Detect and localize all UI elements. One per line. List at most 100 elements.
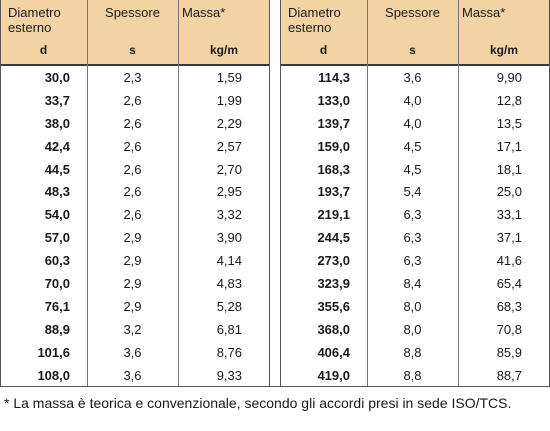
header-thickness: Spessore <box>385 5 440 20</box>
cell-diameter: 33,7 <box>44 92 70 108</box>
table-row: 139,7 4,0 13,5 <box>280 112 550 135</box>
table-header: Diametro esterno Spessore Massa* d s kg/… <box>280 0 550 64</box>
cell-diameter: 406,4 <box>317 344 350 360</box>
header-mass-unit: kg/m <box>209 43 238 57</box>
table-row: 133,0 4,0 12,8 <box>280 89 550 112</box>
cell-diameter: 159,0 <box>317 138 350 154</box>
cell-mass: 8,76 <box>216 344 242 360</box>
header-diameter-line2: esterno <box>288 20 332 35</box>
table-row: 38,0 2,6 2,29 <box>0 112 270 135</box>
header-diameter-line1: Diametro <box>8 5 61 20</box>
header-mass: Massa* <box>462 5 506 20</box>
column-divider <box>0 0 1 386</box>
table-row: 419,0 8,8 88,7 <box>280 364 550 387</box>
table-body: 114,3 3,6 9,90 133,0 4,0 12,8 139,7 4,0 13,5 159,… <box>280 66 550 386</box>
header-rule <box>0 64 270 66</box>
column-divider <box>178 0 179 386</box>
cell-diameter: 60,3 <box>44 253 70 269</box>
cell-diameter: 54,0 <box>44 207 70 223</box>
column-divider <box>367 0 368 386</box>
cell-mass: 3,90 <box>216 230 242 246</box>
cell-diameter: 70,0 <box>44 276 70 292</box>
cell-mass: 12,8 <box>496 92 522 108</box>
column-divider <box>280 0 281 386</box>
cell-mass: 88,7 <box>496 367 522 383</box>
cell-diameter: 219,1 <box>317 207 350 223</box>
header-thickness-symbol: s <box>129 43 136 57</box>
table-row: 70,0 2,9 4,83 <box>0 272 270 295</box>
table-row: 193,7 5,4 25,0 <box>280 180 550 203</box>
cell-diameter: 323,9 <box>317 276 350 292</box>
header-diameter-line2: esterno <box>8 20 52 35</box>
cell-mass: 17,1 <box>496 138 522 154</box>
cell-thickness: 8,4 <box>403 276 422 292</box>
header-rule <box>280 64 550 66</box>
cell-diameter: 273,0 <box>317 253 350 269</box>
table-row: 108,0 3,6 9,33 <box>0 364 270 387</box>
cell-thickness: 8,8 <box>403 367 422 383</box>
cell-diameter: 193,7 <box>317 184 350 200</box>
cell-diameter: 114,3 <box>318 70 350 85</box>
pipe-table-right: Diametro esterno Spessore Massa* d s kg/… <box>280 0 550 386</box>
table-row: 273,0 6,3 41,6 <box>280 249 550 272</box>
table-row: 42,4 2,6 2,57 <box>0 135 270 158</box>
table-row: 114,3 3,6 9,90 <box>280 66 550 89</box>
cell-thickness: 3,6 <box>123 344 142 360</box>
cell-diameter: 368,0 <box>317 321 350 337</box>
cell-thickness: 3,2 <box>123 321 142 337</box>
cell-thickness: 6,3 <box>403 230 422 246</box>
cell-mass: 70,8 <box>496 321 522 337</box>
cell-diameter: 355,6 <box>317 298 350 314</box>
cell-thickness: 2,6 <box>123 184 142 200</box>
table-row: 168,3 4,5 18,1 <box>280 158 550 181</box>
footnote: * La massa è teorica e convenzionale, se… <box>4 395 512 411</box>
cell-thickness: 4,0 <box>403 115 422 131</box>
cell-diameter: 419,0 <box>317 367 350 383</box>
table-row: 244,5 6,3 37,1 <box>280 226 550 249</box>
table-row: 355,6 8,0 68,3 <box>280 295 550 318</box>
cell-diameter: 38,0 <box>44 115 70 131</box>
table-row: 30,0 2,3 1,59 <box>0 66 270 89</box>
cell-thickness: 3,6 <box>403 70 422 85</box>
header-diameter-symbol: d <box>39 43 48 57</box>
cell-thickness: 2,9 <box>123 298 142 314</box>
cell-mass: 25,0 <box>496 184 522 200</box>
cell-diameter: 168,3 <box>317 161 350 177</box>
table-row: 57,0 2,9 3,90 <box>0 226 270 249</box>
table-row: 76,1 2,9 5,28 <box>0 295 270 318</box>
cell-mass: 4,14 <box>216 253 242 269</box>
cell-diameter: 44,5 <box>44 161 70 177</box>
cell-thickness: 2,6 <box>123 138 142 154</box>
cell-diameter: 139,7 <box>317 115 350 131</box>
cell-thickness: 2,6 <box>123 115 142 131</box>
cell-mass: 68,3 <box>496 298 522 314</box>
column-divider <box>458 0 459 386</box>
pipe-table-left: Diametro esterno Spessore Massa* d s kg/… <box>0 0 270 386</box>
cell-mass: 85,9 <box>496 344 522 360</box>
cell-mass: 6,81 <box>216 321 242 337</box>
cell-thickness: 2,6 <box>123 161 142 177</box>
cell-mass: 1,99 <box>216 92 242 108</box>
header-diameter-symbol: d <box>319 43 328 57</box>
cell-thickness: 4,5 <box>403 138 422 154</box>
cell-thickness: 2,9 <box>123 230 142 246</box>
header-thickness: Spessore <box>105 5 160 20</box>
cell-diameter: 108,0 <box>37 367 70 383</box>
cell-mass: 2,57 <box>216 138 242 154</box>
header-thickness-symbol: s <box>409 43 416 57</box>
cell-diameter: 42,4 <box>44 138 70 154</box>
cell-mass: 3,32 <box>216 207 242 223</box>
cell-mass: 5,28 <box>216 298 242 314</box>
cell-mass: 4,83 <box>216 276 242 292</box>
table-row: 406,4 8,8 85,9 <box>280 341 550 364</box>
cell-thickness: 3,6 <box>123 367 142 383</box>
cell-mass: 33,1 <box>496 207 522 223</box>
cell-thickness: 2,6 <box>123 92 142 108</box>
table-row: 323,9 8,4 65,4 <box>280 272 550 295</box>
cell-thickness: 2,6 <box>123 207 142 223</box>
cell-diameter: 244,5 <box>317 230 350 246</box>
table-header: Diametro esterno Spessore Massa* d s kg/… <box>0 0 270 64</box>
table-bottom-rule <box>0 386 550 387</box>
cell-mass: 1,59 <box>216 70 242 85</box>
table-row: 60,3 2,9 4,14 <box>0 249 270 272</box>
